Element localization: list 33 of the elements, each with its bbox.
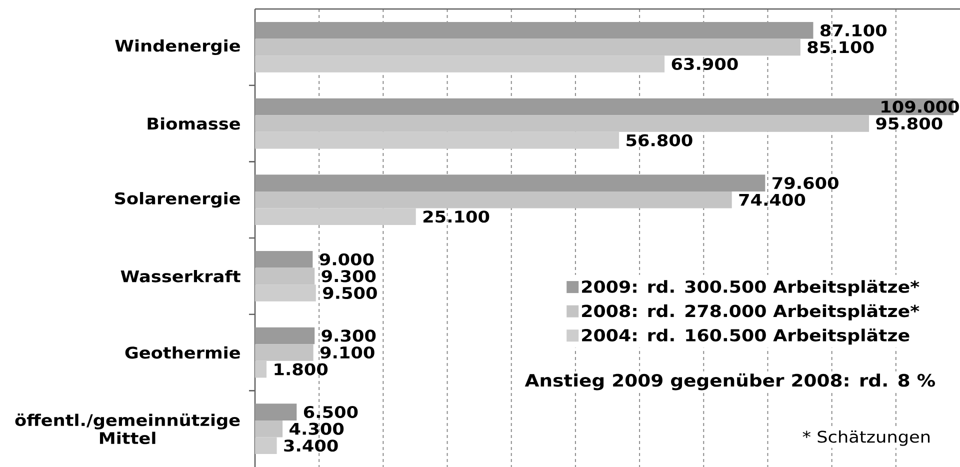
bar	[255, 327, 315, 344]
data-label: 9.300	[322, 330, 376, 342]
legend-label: 2008: rd. 278.000 Arbeitsplätze*	[582, 304, 920, 320]
data-label: 79.600	[772, 177, 838, 190]
annotation: Anstieg 2009 gegenüber 2008: rd. 8 %	[524, 373, 935, 390]
y-tick-label: Windenergie	[115, 39, 240, 55]
data-label: 9.500	[323, 286, 377, 300]
data-label: 56.800	[626, 134, 692, 146]
y-tick-label: Wasserkraft	[120, 270, 240, 282]
y-tick-label: öffentl./gemeinnützige Mittel	[15, 414, 240, 444]
data-label: 6.500	[304, 406, 358, 418]
y-tick-label: Geothermie	[125, 346, 240, 359]
data-label: 4.300	[290, 422, 344, 435]
data-label: 85.100	[808, 41, 874, 54]
data-label: 9.000	[320, 253, 374, 266]
bar	[255, 174, 766, 192]
data-label: 1.800	[274, 363, 328, 376]
data-label: 3.400	[284, 440, 338, 452]
y-tick-label: Solarenergie	[115, 192, 240, 208]
legend-label: 2004: rd. 160.500 Arbeitsplätze	[582, 328, 910, 345]
data-label: 87.100	[820, 24, 887, 36]
bar	[255, 404, 297, 420]
y-tick-label: Biomasse	[148, 117, 240, 130]
legend-label: 2009: rd. 300.500 Arbeitsplätze*	[582, 280, 920, 296]
data-label: 9.100	[320, 346, 374, 359]
data-label: 63.900	[672, 58, 738, 70]
annotation: * Schätzungen	[802, 430, 930, 446]
data-label: 74.400	[739, 194, 806, 206]
data-label: 95.800	[876, 117, 942, 130]
data-label: 9.300	[322, 270, 376, 282]
bar	[255, 250, 313, 268]
data-label: 25.100	[423, 210, 490, 223]
bar	[255, 22, 814, 39]
